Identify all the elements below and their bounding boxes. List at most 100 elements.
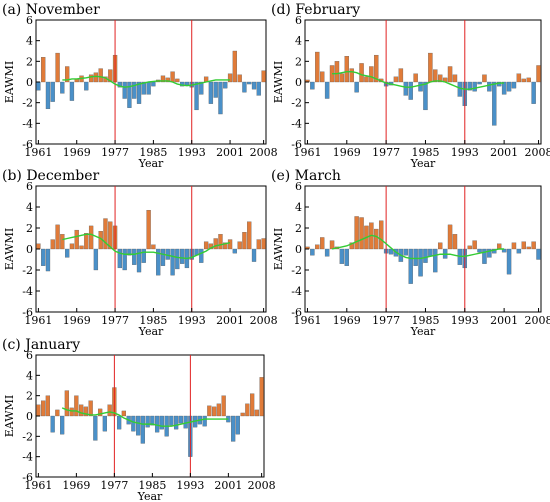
bar-1994 xyxy=(467,81,472,91)
smoothed-line xyxy=(62,75,231,88)
bar-1984 xyxy=(146,81,151,95)
y-tick-label: 2 xyxy=(26,390,33,403)
bar-1981 xyxy=(132,248,137,265)
bar-1962 xyxy=(41,400,46,417)
bar-2008 xyxy=(536,65,541,83)
bar-1988 xyxy=(437,242,443,250)
bar-1982 xyxy=(408,248,413,284)
bar-2006 xyxy=(249,393,255,417)
bar-1998 xyxy=(213,81,218,98)
y-tick-label: 2 xyxy=(26,55,33,68)
bar-1964 xyxy=(319,237,325,250)
x-tick-label: 1961 xyxy=(293,314,321,327)
bar-2001 xyxy=(227,239,233,250)
bar-1996 xyxy=(477,81,482,85)
bar-1966 xyxy=(60,415,65,435)
bar-2002 xyxy=(506,248,512,275)
bar-1995 xyxy=(199,81,204,95)
y-tick-label: -2 xyxy=(22,430,33,443)
bar-1994 xyxy=(467,245,472,250)
bar-2007 xyxy=(256,239,261,250)
bar-2006 xyxy=(526,246,531,250)
y-tick-label: 0 xyxy=(295,243,302,256)
bar-1965 xyxy=(55,52,60,83)
bar-1983 xyxy=(413,248,418,266)
bar-2005 xyxy=(521,241,526,250)
y-tick-label: -6 xyxy=(22,306,33,319)
bar-1998 xyxy=(213,238,218,250)
bar-1980 xyxy=(398,68,404,83)
y-tick-label: 0 xyxy=(26,76,33,89)
bar-1996 xyxy=(202,415,207,427)
bar-1991 xyxy=(178,415,183,424)
bar-1997 xyxy=(207,405,212,417)
bar-1990 xyxy=(175,248,180,270)
bar-2004 xyxy=(242,232,247,250)
bar-1967 xyxy=(64,390,70,417)
bar-1967 xyxy=(65,248,70,258)
x-tick-label: 1961 xyxy=(293,146,321,159)
x-tick-label: 1977 xyxy=(101,146,129,159)
bar-2005 xyxy=(245,403,250,417)
bar-1992 xyxy=(183,415,188,429)
bar-2004 xyxy=(516,248,522,254)
bar-1986 xyxy=(428,248,433,257)
bar-1995 xyxy=(472,240,477,250)
bar-2000 xyxy=(223,242,228,250)
bar-1986 xyxy=(156,248,161,276)
bar-1965 xyxy=(55,224,60,250)
bar-1982 xyxy=(408,81,413,100)
bar-1996 xyxy=(203,241,209,250)
bar-1991 xyxy=(452,234,458,250)
x-tick-label: 1969 xyxy=(63,146,91,159)
bar-1962 xyxy=(310,81,315,90)
bar-2003 xyxy=(511,242,517,250)
bar-1962 xyxy=(41,57,46,83)
bar-1970 xyxy=(79,245,84,250)
bar-1970 xyxy=(79,404,84,417)
y-tick-label: -2 xyxy=(22,97,33,110)
panel-title: (a) November xyxy=(2,2,100,18)
bar-1991 xyxy=(179,248,185,264)
bar-1990 xyxy=(447,224,453,250)
bar-1968 xyxy=(69,81,75,101)
bar-1972 xyxy=(88,74,94,83)
x-tick-label: 1985 xyxy=(138,479,166,492)
y-tick-label: -4 xyxy=(22,117,33,130)
bar-1984 xyxy=(145,415,150,428)
x-tick-label: 1985 xyxy=(139,146,167,159)
bar-2003 xyxy=(235,415,240,435)
bar-1961 xyxy=(36,243,41,250)
smoothed-line xyxy=(62,233,231,260)
x-tick-label: 1961 xyxy=(24,479,52,492)
bar-2003 xyxy=(237,241,242,250)
bar-1963 xyxy=(45,395,51,417)
bar-1975 xyxy=(374,228,379,250)
bar-1979 xyxy=(122,248,127,271)
bar-1963 xyxy=(315,51,320,83)
smoothed-line xyxy=(332,70,505,90)
y-tick-label: 6 xyxy=(295,14,302,27)
bar-1999 xyxy=(218,81,223,115)
bar-1974 xyxy=(98,68,103,83)
smoothed-line xyxy=(61,407,229,427)
y-tick-label: 4 xyxy=(26,201,33,214)
x-tick-label: 1977 xyxy=(372,146,400,159)
bar-1969 xyxy=(74,229,79,250)
x-tick-label: 1985 xyxy=(411,314,439,327)
bar-1996 xyxy=(477,248,482,253)
x-tick-label: 1993 xyxy=(176,479,204,492)
bar-1999 xyxy=(216,403,221,417)
y-tick-label: 0 xyxy=(295,76,302,89)
bar-1981 xyxy=(403,81,409,96)
y-tick-label: 0 xyxy=(26,243,33,256)
y-axis-label: EAWMI xyxy=(3,228,16,270)
x-axis-label: Year xyxy=(410,325,436,338)
y-axis-label: EAWMI xyxy=(272,228,285,270)
bar-1962 xyxy=(310,248,315,256)
bar-1965 xyxy=(55,409,60,417)
y-tick-label: 4 xyxy=(26,35,33,48)
bar-1961 xyxy=(36,404,41,417)
